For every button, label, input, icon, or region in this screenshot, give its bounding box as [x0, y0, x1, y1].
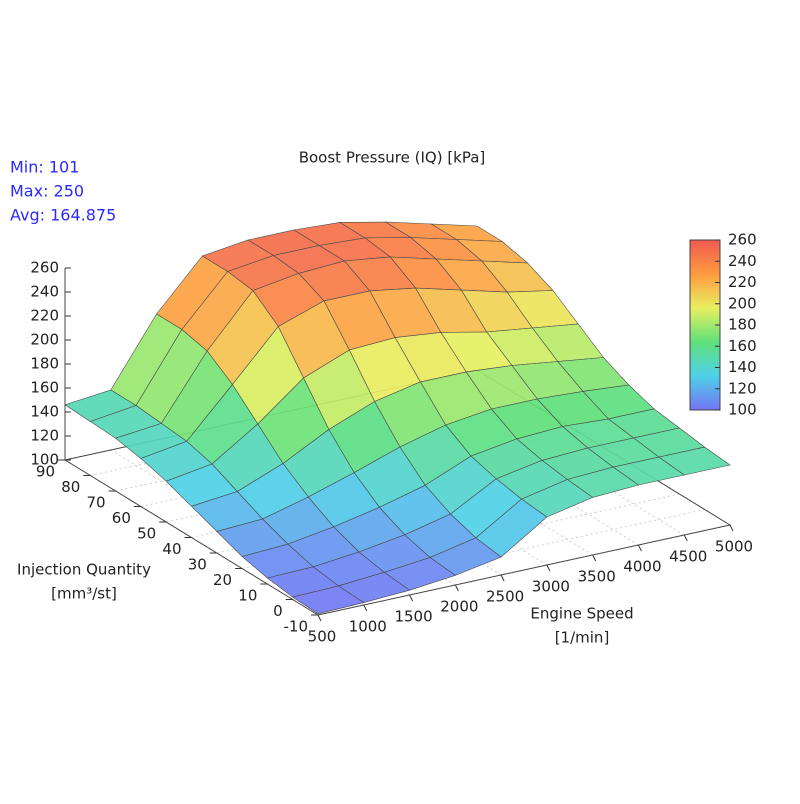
- z-tick-label: 120: [30, 427, 59, 445]
- y-tick-label: 10: [238, 587, 257, 605]
- colorbar-tick-label: 100: [728, 401, 757, 419]
- x-tick: [592, 554, 597, 562]
- colorbar-tick-label: 260: [728, 231, 757, 249]
- stat-avg: Avg: 164.875: [10, 206, 116, 225]
- x-tick: [454, 584, 459, 592]
- x-tick-label: 4500: [669, 548, 707, 566]
- x-tick: [637, 544, 642, 552]
- y-tick-label: 0: [273, 602, 283, 620]
- x-tick: [546, 564, 551, 572]
- x-tick-label: 5000: [715, 538, 753, 556]
- colorbar-tick-label: 240: [728, 252, 757, 270]
- x-tick-label: 3500: [578, 568, 616, 586]
- x-tick: [317, 614, 322, 622]
- y-tick-label: 90: [36, 463, 55, 481]
- stat-min: Min: 101: [10, 158, 79, 177]
- chart-title: Boost Pressure (IQ) [kPa]: [299, 149, 486, 167]
- z-tick-label: 240: [30, 283, 59, 301]
- x-tick-label: 2500: [486, 588, 524, 606]
- x-tick-label: 4000: [623, 558, 661, 576]
- x-tick-label: 1500: [394, 608, 432, 626]
- x-tick-label: 1000: [349, 618, 387, 636]
- x-tick: [409, 594, 414, 602]
- x-axis-unit: [1/min]: [555, 629, 610, 647]
- y-axis-unit: [mm³/st]: [51, 585, 117, 603]
- colorbar-tick-label: 200: [728, 294, 757, 312]
- colorbar-tick-label: 140: [728, 358, 757, 376]
- z-tick-label: 100: [30, 451, 59, 469]
- y-tick-label: 20: [213, 571, 232, 589]
- z-tick-label: 180: [30, 355, 59, 373]
- y-tick-label: 40: [162, 540, 181, 558]
- x-axis-label: Engine Speed: [530, 605, 633, 623]
- colorbar-tick-label: 220: [728, 273, 757, 291]
- x-tick-label: 3000: [532, 578, 570, 596]
- x-tick: [683, 534, 688, 542]
- z-tick-label: 140: [30, 403, 59, 421]
- z-tick-label: 200: [30, 331, 59, 349]
- y-tick-label: 50: [137, 525, 156, 543]
- surface-patch: [291, 585, 365, 615]
- x-tick: [500, 574, 505, 582]
- stat-max: Max: 250: [10, 182, 84, 201]
- y-tick-label: 60: [112, 509, 131, 527]
- x-tick: [729, 524, 734, 532]
- x-tick-label: 2000: [440, 598, 478, 616]
- z-tick-label: 260: [30, 259, 59, 277]
- y-tick-label: 30: [188, 556, 207, 574]
- x-tick: [363, 604, 368, 612]
- y-axis-label: Injection Quantity: [17, 561, 151, 579]
- z-tick-label: 220: [30, 307, 59, 325]
- z-tick-label: 160: [30, 379, 59, 397]
- y-tick-label: 70: [87, 494, 106, 512]
- x-tick-label: 500: [308, 628, 337, 646]
- colorbar-tick-label: 160: [728, 337, 757, 355]
- colorbar-tick-label: 120: [728, 379, 757, 397]
- colorbar-tick-label: 180: [728, 316, 757, 334]
- y-tick-label: -10: [284, 618, 309, 636]
- y-tick-label: 80: [61, 478, 80, 496]
